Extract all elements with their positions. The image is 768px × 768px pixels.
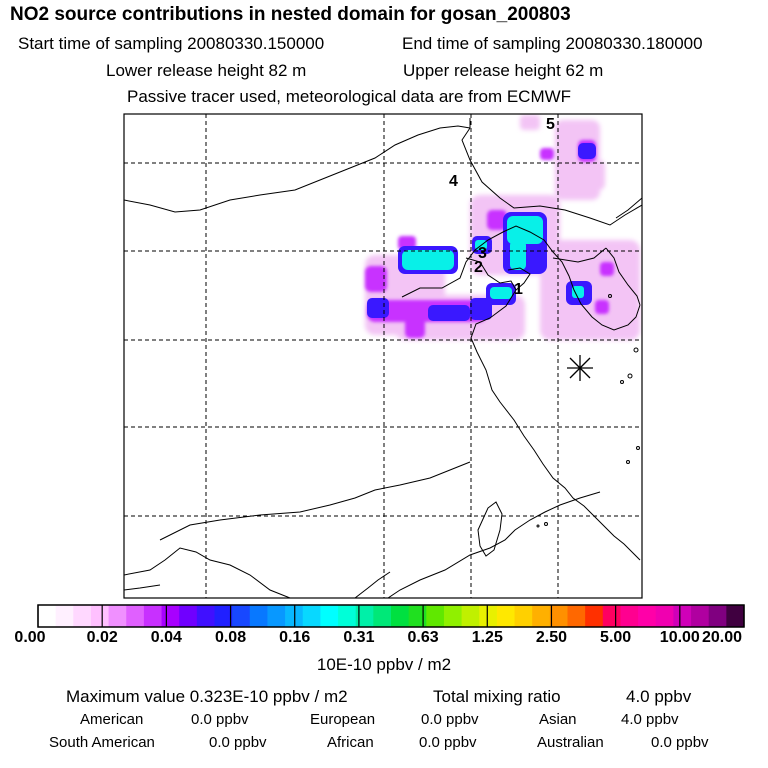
colorbar-tick-label: 2.50	[535, 629, 568, 646]
colorbar-unit-label: 10E-10 ppbv / m2	[316, 655, 452, 674]
colorbar	[37, 604, 745, 628]
region-label-5: 5	[546, 116, 555, 133]
colorbar-swatch	[179, 605, 198, 627]
total-mixing-value: 4.0 ppbv	[626, 687, 692, 706]
colorbar-swatch	[302, 605, 321, 627]
colorbar-swatch	[90, 605, 110, 627]
colorbar-swatch	[338, 605, 357, 627]
tracer-info-label: Passive tracer used, meteorological data…	[127, 87, 572, 106]
colorbar-swatch	[232, 605, 251, 627]
colorbar-swatch	[655, 605, 674, 627]
colorbar-swatch	[196, 605, 215, 627]
total-mixing-label: Total mixing ratio	[433, 687, 561, 706]
colorbar-swatch	[73, 605, 92, 627]
colorbar-swatch	[214, 605, 233, 627]
colorbar-swatch	[461, 605, 480, 627]
colorbar-swatch	[267, 605, 286, 627]
colorbar-swatch	[673, 605, 692, 627]
african-value: 0.0 ppbv	[419, 734, 477, 751]
south-american-label: South American	[49, 734, 155, 751]
colorbar-swatch	[249, 605, 268, 627]
colorbar-swatch	[143, 605, 163, 627]
concentration-field	[365, 115, 640, 340]
colorbar-swatch	[38, 605, 57, 627]
colorbar-swatch	[638, 605, 657, 627]
colorbar-swatch	[514, 605, 533, 627]
colorbar-tick-label: 0.00	[14, 629, 46, 646]
colorbar-swatch	[620, 605, 639, 627]
taiwan-outline	[477, 501, 503, 557]
asian-value: 4.0 ppbv	[621, 711, 679, 728]
colorbar-tick-label: 10.00	[659, 629, 700, 646]
colorbar-swatch	[567, 605, 586, 627]
asian-label: Asian	[539, 711, 577, 728]
american-value: 0.0 ppbv	[191, 711, 249, 728]
colorbar-swatch	[320, 605, 339, 627]
upper-release-height-label: Upper release height 62 m	[403, 61, 604, 80]
colorbar-tick-label: 0.04	[150, 629, 182, 646]
map-frame	[123, 113, 643, 599]
end-time-label: End time of sampling 20080330.180000	[402, 34, 703, 53]
colorbar-swatch	[373, 605, 392, 627]
islands	[536, 294, 640, 528]
australian-value: 0.0 ppbv	[651, 734, 709, 751]
colorbar-swatch	[391, 605, 410, 627]
european-value: 0.0 ppbv	[421, 711, 479, 728]
colorbar-tick-label: 0.31	[343, 629, 375, 646]
colorbar-swatch	[496, 605, 516, 627]
colorbar-swatch	[691, 605, 710, 627]
region-label-2: 2	[474, 259, 483, 276]
region-label-3: 3	[478, 245, 487, 262]
colorbar-swatch	[126, 605, 145, 627]
japan-coast	[615, 197, 643, 219]
colorbar-swatch	[443, 605, 463, 627]
australian-label: Australian	[537, 734, 604, 751]
region-label-1: 1	[514, 281, 523, 298]
colorbar-swatch	[708, 605, 727, 627]
region-label-4: 4	[449, 173, 458, 190]
coastlines	[124, 118, 642, 598]
colorbar-swatch	[108, 605, 127, 627]
colorbar-swatch	[408, 605, 427, 627]
colorbar-tick-label: 0.02	[86, 629, 118, 646]
south-american-value: 0.0 ppbv	[209, 734, 267, 751]
figure-title: NO2 source contributions in nested domai…	[10, 4, 571, 25]
colorbar-swatch	[426, 605, 445, 627]
max-value-label: Maximum value 0.323E-10 ppbv / m2	[66, 687, 348, 706]
colorbar-tick-label: 1.25	[471, 629, 503, 646]
colorbar-swatch	[161, 605, 180, 627]
colorbar-swatch	[726, 605, 745, 627]
african-label: African	[327, 734, 374, 751]
colorbar-swatch	[585, 605, 604, 627]
colorbar-tick-label: 5.00	[600, 629, 632, 646]
colorbar-tick-label: 20.00	[701, 629, 743, 646]
lower-release-height-label: Lower release height 82 m	[106, 61, 307, 80]
colorbar-swatch	[532, 605, 551, 627]
european-label: European	[310, 711, 376, 728]
colorbar-border	[37, 604, 745, 628]
colorbar-tick-label: 0.16	[279, 629, 311, 646]
colorbar-swatch	[549, 605, 568, 627]
start-time-label: Start time of sampling 20080330.150000	[18, 34, 325, 53]
colorbar-swatch	[479, 605, 498, 627]
colorbar-swatch	[55, 605, 74, 627]
colorbar-tick-label: 0.63	[407, 629, 439, 646]
graticule	[124, 114, 642, 598]
receptor-asterisk-icon	[567, 355, 593, 381]
colorbar-tick-label: 0.08	[214, 629, 247, 646]
colorbar-swatch	[355, 605, 374, 627]
american-label: American	[80, 711, 144, 728]
colorbar-swatch	[602, 605, 621, 627]
